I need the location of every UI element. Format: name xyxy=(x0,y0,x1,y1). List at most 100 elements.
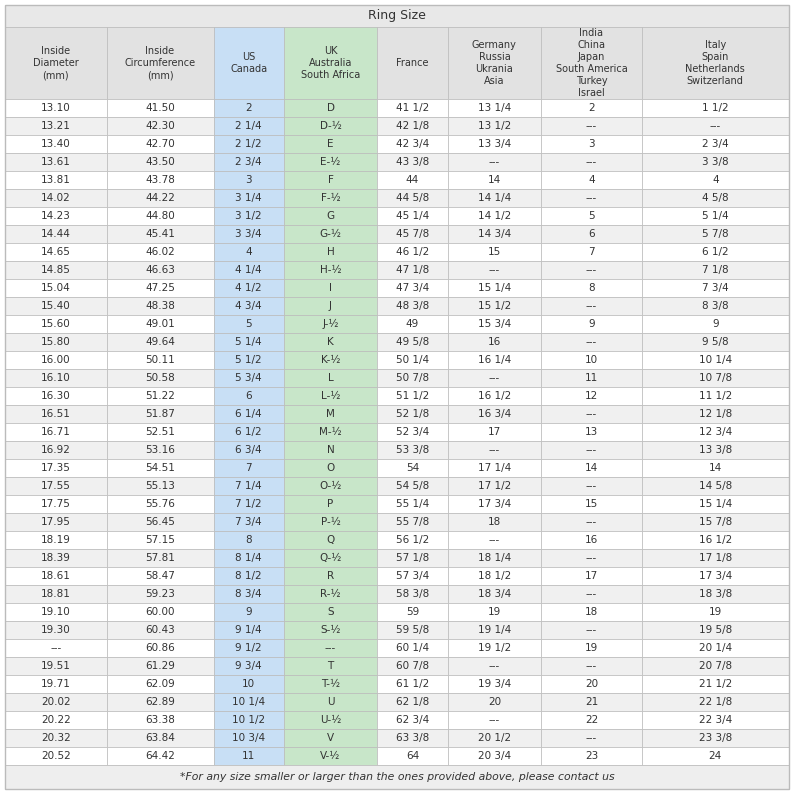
Bar xyxy=(377,693,448,711)
Bar xyxy=(642,477,789,495)
Bar xyxy=(5,225,106,243)
Text: 18 3/4: 18 3/4 xyxy=(478,589,511,599)
Bar xyxy=(214,585,283,603)
Text: G: G xyxy=(326,211,334,221)
Text: 13.40: 13.40 xyxy=(40,139,71,149)
Text: 49: 49 xyxy=(406,319,419,329)
Bar xyxy=(106,207,214,225)
Bar xyxy=(214,603,283,621)
Bar xyxy=(214,621,283,639)
Bar xyxy=(642,333,789,351)
Bar xyxy=(448,387,542,405)
Text: *For any size smaller or larger than the ones provided above, please contact us: *For any size smaller or larger than the… xyxy=(179,772,615,782)
Text: 10: 10 xyxy=(242,679,255,689)
Bar xyxy=(214,297,283,315)
Text: 7 3/4: 7 3/4 xyxy=(235,517,262,527)
Text: 5: 5 xyxy=(588,211,595,221)
Bar xyxy=(214,711,283,729)
Text: 16: 16 xyxy=(488,337,501,347)
Bar xyxy=(283,207,377,225)
Bar xyxy=(642,405,789,423)
Text: 52 1/8: 52 1/8 xyxy=(396,409,429,419)
Bar xyxy=(283,369,377,387)
Text: 16.71: 16.71 xyxy=(40,427,71,437)
Bar xyxy=(214,261,283,279)
Bar xyxy=(5,711,106,729)
Text: ---: --- xyxy=(586,337,597,347)
Bar xyxy=(448,243,542,261)
Text: ---: --- xyxy=(586,661,597,671)
Bar xyxy=(5,657,106,675)
Text: L: L xyxy=(328,373,333,383)
Bar xyxy=(5,297,106,315)
Bar xyxy=(377,603,448,621)
Text: 20: 20 xyxy=(488,697,501,707)
Text: 10 1/2: 10 1/2 xyxy=(232,715,265,725)
Text: 8 1/2: 8 1/2 xyxy=(235,571,262,581)
Text: 17 1/2: 17 1/2 xyxy=(478,481,511,491)
Bar xyxy=(377,387,448,405)
Text: 18.39: 18.39 xyxy=(40,553,71,563)
Text: ---: --- xyxy=(586,589,597,599)
Text: 64: 64 xyxy=(406,751,419,761)
Text: 12: 12 xyxy=(585,391,598,401)
Text: 48 3/8: 48 3/8 xyxy=(396,301,429,311)
Text: Q: Q xyxy=(326,535,335,545)
Text: 18.61: 18.61 xyxy=(40,571,71,581)
Text: 44: 44 xyxy=(406,175,419,185)
Bar xyxy=(642,567,789,585)
Bar xyxy=(106,441,214,459)
Text: 10 1/4: 10 1/4 xyxy=(699,355,732,365)
Bar xyxy=(5,405,106,423)
Text: 46 1/2: 46 1/2 xyxy=(396,247,429,257)
Text: 14.65: 14.65 xyxy=(40,247,71,257)
Text: P: P xyxy=(327,499,333,509)
Text: 20 1/4: 20 1/4 xyxy=(699,643,732,653)
Bar xyxy=(448,585,542,603)
Text: 43.78: 43.78 xyxy=(145,175,175,185)
Text: 18.19: 18.19 xyxy=(40,535,71,545)
Text: 54.51: 54.51 xyxy=(145,463,175,473)
Text: 17.75: 17.75 xyxy=(40,499,71,509)
Bar xyxy=(542,549,642,567)
Text: 18: 18 xyxy=(585,607,598,617)
Text: 62.09: 62.09 xyxy=(145,679,175,689)
Text: 49.01: 49.01 xyxy=(145,319,175,329)
Text: 18 3/8: 18 3/8 xyxy=(699,589,732,599)
Bar xyxy=(642,585,789,603)
Text: 54: 54 xyxy=(406,463,419,473)
Bar xyxy=(448,513,542,531)
Bar xyxy=(5,693,106,711)
Bar xyxy=(377,153,448,171)
Bar xyxy=(214,441,283,459)
Text: 19.51: 19.51 xyxy=(40,661,71,671)
Text: T: T xyxy=(327,661,333,671)
Bar xyxy=(5,243,106,261)
Bar xyxy=(377,135,448,153)
Bar xyxy=(283,567,377,585)
Bar xyxy=(283,135,377,153)
Bar xyxy=(214,225,283,243)
Text: 14.44: 14.44 xyxy=(40,229,71,239)
Bar xyxy=(5,99,106,117)
Bar xyxy=(542,225,642,243)
Bar xyxy=(106,621,214,639)
Bar xyxy=(106,369,214,387)
Text: 14.02: 14.02 xyxy=(40,193,71,203)
Text: 47 1/8: 47 1/8 xyxy=(396,265,429,275)
Text: 18 1/4: 18 1/4 xyxy=(478,553,511,563)
Bar xyxy=(377,315,448,333)
Bar xyxy=(448,675,542,693)
Bar xyxy=(5,747,106,765)
Text: 10 7/8: 10 7/8 xyxy=(699,373,732,383)
Text: 7: 7 xyxy=(588,247,595,257)
Text: 63.84: 63.84 xyxy=(145,733,175,743)
Text: UK
Australia
South Africa: UK Australia South Africa xyxy=(301,46,360,80)
Text: 5 3/4: 5 3/4 xyxy=(235,373,262,383)
Bar xyxy=(106,171,214,189)
Text: S-½: S-½ xyxy=(320,625,341,635)
Bar xyxy=(542,351,642,369)
Bar xyxy=(5,207,106,225)
Bar xyxy=(283,279,377,297)
Text: 20.52: 20.52 xyxy=(40,751,71,761)
